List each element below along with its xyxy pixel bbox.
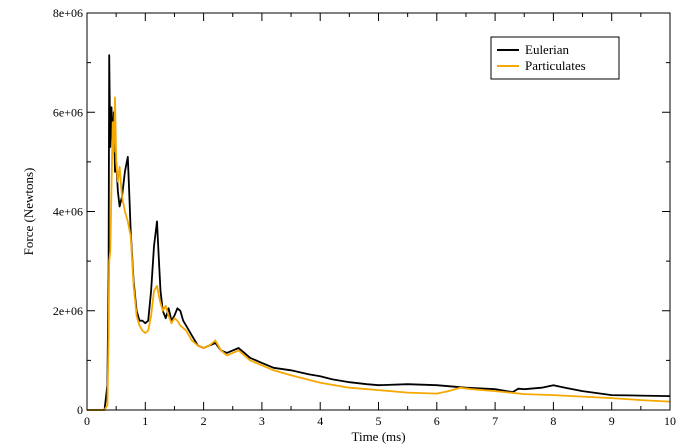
x-tick-label: 4	[317, 414, 323, 428]
series-line-particulates	[87, 96, 671, 411]
y-tick-label: 2e+06	[53, 304, 83, 318]
x-tick-label: 7	[492, 414, 498, 428]
y-tick-label: 4e+06	[53, 205, 83, 219]
y-tick-label: 8e+06	[53, 6, 83, 20]
x-tick-label: 10	[664, 414, 676, 428]
x-tick-label: 1	[142, 414, 148, 428]
x-tick-label: 9	[609, 414, 615, 428]
x-tick-label: 2	[201, 414, 207, 428]
x-tick-label: 6	[434, 414, 440, 428]
x-axis-label: Time (ms)	[351, 429, 405, 444]
x-tick-label: 0	[84, 414, 90, 428]
series-layer	[87, 54, 671, 411]
legend-box	[490, 36, 620, 80]
x-tick-label: 5	[376, 414, 382, 428]
y-tick-label: 0	[77, 403, 83, 417]
ticks-layer: 0 1 2 3 4 5 6 7 8 9 10 0 2e+06 4e+06 6e+06 8e+06	[53, 6, 676, 428]
y-axis-label: Force (Newtons)	[21, 168, 36, 256]
legend-label-particulates: Particulates	[525, 58, 586, 73]
legend: Eulerian Particulates	[490, 36, 620, 80]
x-tick-label: 8	[550, 414, 556, 428]
x-tick-label: 3	[259, 414, 265, 428]
legend-label-eulerian: Eulerian	[525, 42, 570, 57]
y-tick-label: 6e+06	[53, 105, 83, 119]
series-line-eulerian	[87, 54, 671, 411]
